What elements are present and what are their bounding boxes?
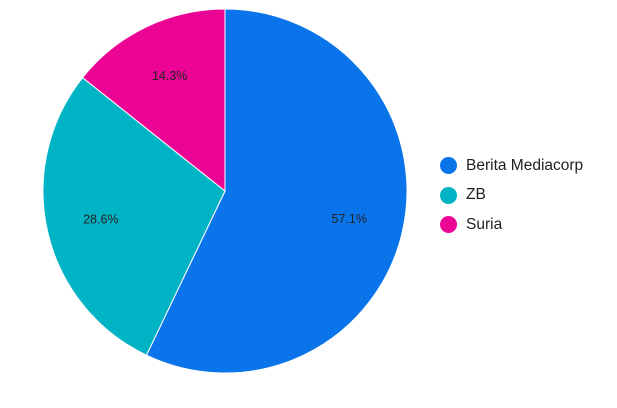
legend: Berita Mediacorp ZB Suria xyxy=(440,151,583,240)
legend-swatch-suria xyxy=(440,216,457,233)
slice-value-label-zb: 28.6% xyxy=(83,213,118,227)
legend-item-suria[interactable]: Suria xyxy=(440,210,583,240)
slice-value-label-berita-mediacorp: 57.1% xyxy=(332,212,367,226)
legend-label-zb: ZB xyxy=(466,186,486,204)
legend-swatch-berita-mediacorp xyxy=(440,157,457,174)
legend-label-suria: Suria xyxy=(466,216,502,234)
slice-value-label-suria: 14.3% xyxy=(152,69,187,83)
legend-item-zb[interactable]: ZB xyxy=(440,181,583,211)
legend-item-berita-mediacorp[interactable]: Berita Mediacorp xyxy=(440,151,583,181)
legend-swatch-zb xyxy=(440,187,457,204)
legend-label-berita-mediacorp: Berita Mediacorp xyxy=(466,157,583,175)
pie-slices xyxy=(43,9,407,373)
